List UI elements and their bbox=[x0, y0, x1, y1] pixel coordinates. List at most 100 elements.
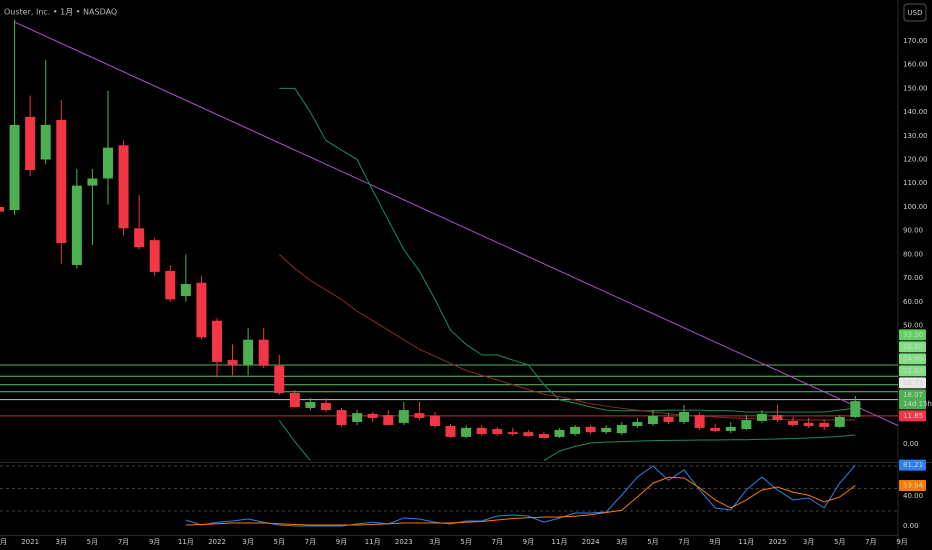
rsi-label: 53.94 bbox=[903, 482, 924, 490]
candle-body bbox=[211, 320, 222, 362]
price-label-box bbox=[899, 410, 926, 422]
candle-body bbox=[445, 425, 456, 437]
y-tick-label: 160.00 bbox=[903, 61, 928, 69]
price-label-box bbox=[899, 341, 926, 353]
x-tick-label: 7月 bbox=[865, 538, 876, 546]
candle-body bbox=[165, 270, 176, 300]
x-tick-label: 9月 bbox=[336, 538, 347, 546]
candle-body bbox=[741, 420, 752, 430]
candle-body bbox=[40, 124, 51, 160]
candle-body bbox=[601, 427, 612, 433]
candle-body bbox=[523, 432, 534, 436]
candle-body bbox=[492, 429, 503, 435]
candle-body bbox=[71, 185, 82, 266]
candle-body bbox=[149, 240, 160, 272]
candle-body bbox=[632, 421, 643, 426]
x-tick-label: 3月 bbox=[56, 538, 67, 546]
price-label-box bbox=[899, 377, 926, 389]
rsi-pane bbox=[0, 464, 898, 527]
candle-body bbox=[87, 178, 98, 186]
price-label: 18.07 bbox=[903, 391, 923, 399]
y-tick-label: 60.00 bbox=[903, 298, 923, 306]
y-tick-label: 40.00 bbox=[903, 492, 923, 500]
candle-body bbox=[616, 425, 627, 434]
y-tick-label: 150.00 bbox=[903, 84, 928, 92]
x-tick-label: 7月 bbox=[678, 538, 689, 546]
candle-body bbox=[367, 413, 378, 418]
rsi-line bbox=[185, 464, 856, 527]
candle-body bbox=[118, 145, 129, 229]
x-tick-label: 7月 bbox=[118, 538, 129, 546]
candle-body bbox=[0, 206, 4, 212]
x-tick-label: 11月 bbox=[0, 538, 7, 546]
candle-body bbox=[647, 416, 658, 425]
y-tick-label: 0.00 bbox=[903, 522, 919, 530]
candle-body bbox=[320, 402, 331, 411]
candle-body bbox=[570, 426, 581, 435]
x-tick-label: 5月 bbox=[460, 538, 471, 546]
y-tick-label: 50.00 bbox=[903, 321, 923, 329]
x-tick-label: 11月 bbox=[178, 538, 194, 546]
x-tick-label: 3月 bbox=[242, 538, 253, 546]
y-tick-label: 110.00 bbox=[903, 179, 928, 187]
rsi-label-box bbox=[899, 480, 926, 492]
candle-body bbox=[352, 413, 363, 422]
x-tick-label: 2022 bbox=[208, 538, 226, 546]
y-tick-label: 140.00 bbox=[903, 108, 928, 116]
x-tick-label: 3月 bbox=[429, 538, 440, 546]
rsi-label: 81.21 bbox=[903, 461, 923, 469]
x-tick-label: 9月 bbox=[149, 538, 160, 546]
x-tick-label: 5月 bbox=[274, 538, 285, 546]
candle-body bbox=[850, 401, 861, 417]
x-tick-label: 9月 bbox=[523, 538, 534, 546]
candle-body bbox=[56, 119, 67, 243]
candle-body bbox=[679, 411, 690, 422]
candle-body bbox=[196, 282, 207, 338]
candle-body bbox=[788, 420, 799, 426]
y-tick-label: 130.00 bbox=[903, 132, 928, 140]
rsi-label-box bbox=[899, 459, 926, 471]
x-tick-label: 5月 bbox=[647, 538, 658, 546]
x-tick-label: 2024 bbox=[582, 538, 600, 546]
price-label: 33.30 bbox=[903, 331, 923, 339]
price-label: 24.99 bbox=[903, 355, 923, 363]
x-tick-label: 5月 bbox=[87, 538, 98, 546]
x-tick-label: 9月 bbox=[896, 538, 907, 546]
y-tick-label: 0.00 bbox=[903, 440, 919, 448]
indicator-line bbox=[278, 419, 856, 462]
candle-body bbox=[429, 415, 440, 426]
price-label: 22.03 bbox=[903, 367, 923, 375]
candle-body bbox=[258, 339, 269, 366]
candle-body bbox=[507, 432, 518, 435]
candle-body bbox=[476, 427, 487, 435]
price-label-box bbox=[899, 389, 926, 410]
rsi-line bbox=[185, 476, 856, 526]
candle-body bbox=[819, 422, 830, 427]
price-label-box bbox=[899, 353, 926, 365]
candle-body bbox=[694, 415, 705, 428]
y-tick-label: 100.00 bbox=[903, 203, 928, 211]
y-tick-label: 120.00 bbox=[903, 156, 928, 164]
price-label: 11.85 bbox=[903, 412, 923, 420]
price-label-box bbox=[899, 365, 926, 377]
x-tick-label: 11月 bbox=[365, 538, 381, 546]
candle-body bbox=[243, 339, 254, 366]
candle-body bbox=[756, 413, 767, 421]
candle-body bbox=[102, 147, 113, 179]
y-tick-label: 80.00 bbox=[903, 250, 923, 258]
candle-body bbox=[710, 427, 721, 431]
currency-button[interactable] bbox=[903, 3, 927, 22]
candle-body bbox=[180, 283, 191, 297]
x-tick-label: 9月 bbox=[709, 538, 720, 546]
candle-body bbox=[725, 426, 736, 431]
x-tick-label: 2021 bbox=[21, 538, 39, 546]
axes: 170.00 160.00 150.00 140.00 130.00 120.00 110.… bbox=[0, 37, 932, 546]
x-tick-label: 11月 bbox=[552, 538, 568, 546]
currency-label[interactable]: USD bbox=[908, 9, 923, 17]
price-label-box bbox=[899, 329, 926, 341]
candle-body bbox=[803, 422, 814, 426]
price-label: 28.58 bbox=[903, 343, 923, 351]
chart-title: Ouster, Inc. • 1月 • NASDAQ bbox=[4, 8, 117, 17]
